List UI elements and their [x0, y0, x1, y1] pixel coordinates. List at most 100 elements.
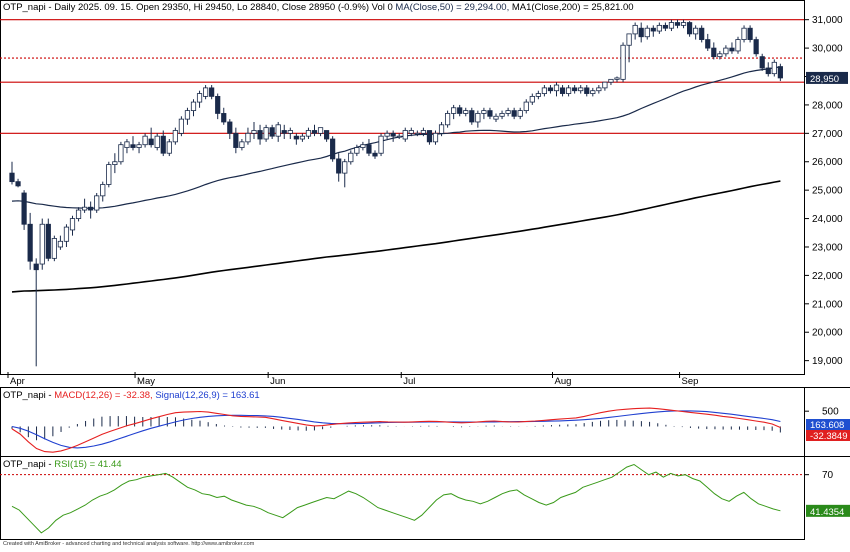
candle-body — [493, 115, 499, 120]
candle-body — [765, 67, 771, 75]
candle-body — [148, 138, 154, 146]
y-tick-label: 28,000 — [812, 100, 843, 111]
candle-body — [463, 110, 469, 114]
rsi-line — [11, 463, 781, 534]
candle-body — [711, 47, 717, 58]
candle-body — [553, 84, 560, 92]
candle-body — [287, 130, 293, 134]
candle-body — [100, 184, 106, 197]
macd-series: 500 163.608-32.3849 — [11, 407, 850, 453]
candle-body — [402, 130, 408, 140]
candle-body — [687, 22, 693, 35]
candle-body — [209, 87, 215, 97]
macd-header: OTP_napi - MACD(12,26) = -32.38, Signal(… — [3, 390, 260, 401]
candle-body — [112, 161, 118, 165]
signal-line — [11, 410, 781, 449]
candle-body — [317, 127, 324, 134]
candle-body — [777, 66, 783, 79]
signal-value-badge — [806, 419, 850, 430]
y-tick-label: 31,000 — [812, 15, 843, 26]
x-tick-label: Jun — [270, 376, 285, 387]
macd-legend: MACD(12,26) = -32.38, — [54, 390, 152, 401]
candle-body — [178, 118, 184, 134]
candle-body — [632, 24, 638, 35]
candle-body — [566, 87, 572, 94]
ma200-legend: MA1(Close,200) = 25,821.00 — [509, 2, 633, 13]
candle-body — [656, 24, 662, 32]
rsi-value-badge — [806, 504, 850, 517]
candle-body — [487, 110, 493, 117]
macd-header-prefix: OTP_napi - — [3, 390, 54, 401]
footer-credit: Created with AmiBroker - advanced charti… — [3, 541, 255, 547]
candle-body — [438, 124, 445, 134]
y-tick-label: 25,000 — [812, 186, 843, 197]
candle-body — [680, 22, 687, 26]
candle-body — [275, 124, 281, 137]
candle-body — [759, 56, 765, 69]
candle-body — [608, 78, 614, 83]
last-price-badge — [806, 71, 848, 84]
rsi-series: 70 41.4354 — [0, 463, 850, 534]
candle-body — [578, 87, 584, 92]
candle-body — [342, 161, 348, 174]
x-tick-label: Aug — [555, 376, 572, 387]
candle-body — [547, 87, 554, 92]
candle-body — [420, 130, 427, 134]
candle-body — [251, 130, 257, 134]
candle-body — [172, 130, 178, 143]
candle-body — [396, 135, 402, 138]
candle-body — [57, 240, 64, 248]
candle-body — [668, 22, 675, 29]
candle-body — [75, 209, 82, 219]
moving-averages — [11, 66, 781, 293]
candle-body — [15, 181, 21, 187]
ma200-line — [11, 180, 781, 293]
last-price-label: 28,950 — [810, 74, 839, 85]
candle-body — [336, 158, 342, 174]
y-tick-label: 21,000 — [812, 299, 843, 310]
candle-body — [414, 132, 420, 135]
candle-body — [130, 144, 136, 148]
ma50-line — [11, 66, 781, 209]
candle-body — [741, 27, 747, 40]
price-header-info: OTP_napi - Daily 2025. 09. 15. Open 2935… — [3, 2, 395, 13]
candle-body — [82, 206, 88, 211]
macd-line — [11, 407, 781, 453]
candle-body — [202, 87, 209, 97]
candle-body — [142, 135, 148, 146]
candle-body — [505, 110, 511, 114]
macd-value-label: -32.3849 — [810, 431, 848, 442]
candle-body — [124, 141, 130, 148]
candle-body — [269, 127, 275, 137]
candle-body — [626, 33, 632, 46]
candle-body — [517, 110, 523, 117]
candle-body — [63, 226, 70, 242]
candle-body — [529, 95, 535, 103]
candle-body — [481, 110, 487, 114]
candle-body — [190, 101, 197, 112]
rsi-legend: RSI(15) = 41.44 — [54, 459, 121, 470]
candle-body — [299, 135, 306, 140]
candle-body — [227, 121, 233, 134]
rsi-value-label: 41.4354 — [810, 507, 844, 518]
rsi-header: OTP_napi - RSI(15) = 41.44 — [3, 459, 122, 470]
x-tick-label: Jul — [403, 376, 415, 387]
candle-body — [233, 132, 239, 148]
candle-body — [239, 141, 245, 148]
candle-body — [735, 39, 741, 52]
rsi-header-prefix: OTP_napi - — [3, 459, 54, 470]
candle-body — [674, 22, 681, 26]
candle-body — [771, 61, 777, 75]
candle-body — [753, 39, 759, 55]
candle-body — [94, 195, 100, 211]
candle-body — [118, 144, 124, 163]
y-tick-label: 26,000 — [812, 157, 843, 168]
candle-body — [184, 110, 191, 120]
candle-body — [584, 87, 590, 94]
candle-body — [51, 238, 57, 259]
horizontal-levels — [0, 19, 804, 134]
candle-body — [45, 223, 51, 259]
x-tick-label: May — [137, 376, 155, 387]
ma50-legend: MA(Close,50) = 29,294.00, — [395, 2, 509, 13]
candle-body — [572, 87, 578, 92]
